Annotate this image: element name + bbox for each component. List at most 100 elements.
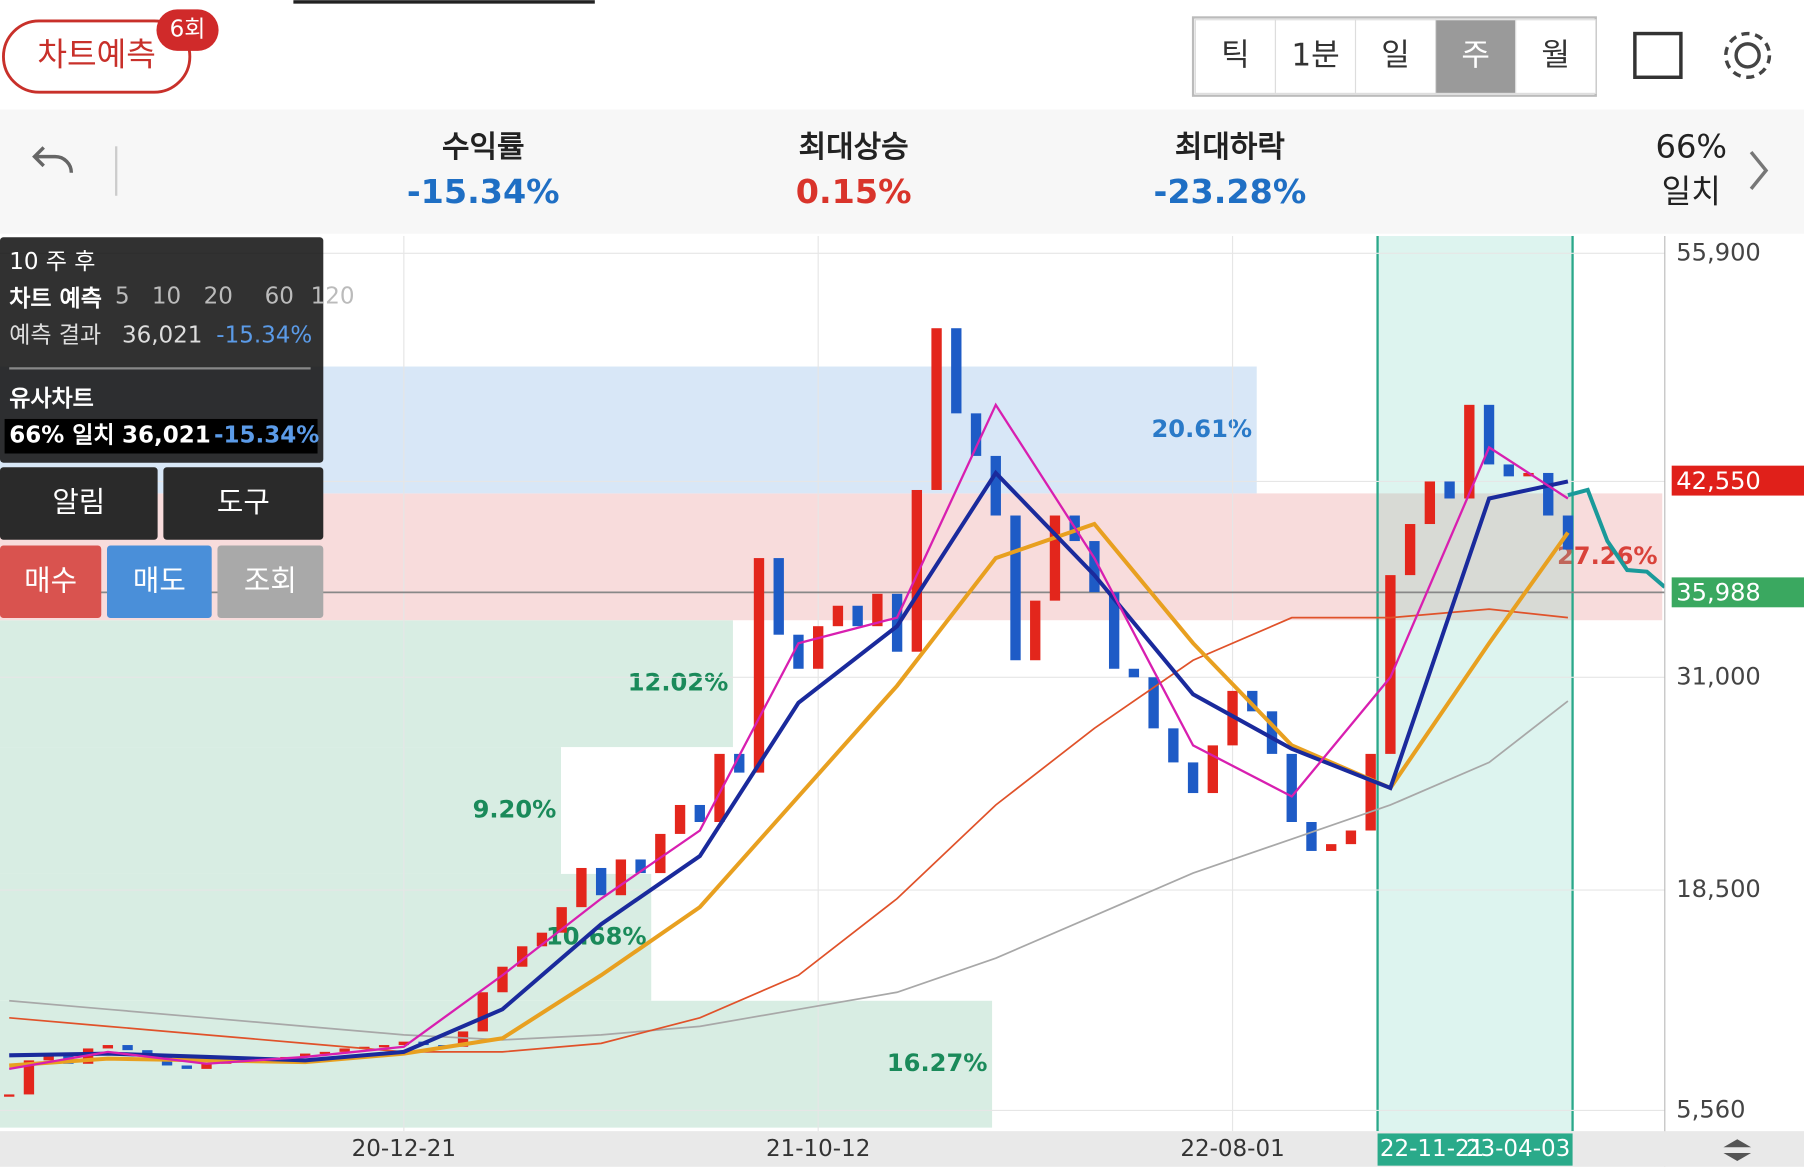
zone-bar (0, 620, 733, 748)
candle (655, 833, 666, 874)
next-icon[interactable] (1749, 150, 1769, 190)
overlay-text: 유사차트 (9, 386, 94, 412)
period-button[interactable] (1194, 19, 1277, 94)
candle (1404, 524, 1416, 576)
price-tag (1671, 465, 1804, 496)
x-tick-label: 21-10-12 (766, 1136, 870, 1162)
tab-indicator (293, 0, 595, 4)
period-label: 일 (1381, 38, 1410, 74)
scroll-icon[interactable] (1723, 1139, 1752, 1162)
overlay-text: -15.34% (216, 323, 312, 349)
candle (1424, 481, 1436, 525)
zone-label: 9.20% (473, 796, 557, 824)
candle (1168, 728, 1179, 763)
period-button[interactable] (1274, 19, 1357, 94)
candle (793, 634, 804, 669)
prediction-line (1567, 487, 1667, 589)
price-tag-label: 42,550 (1676, 467, 1761, 495)
back-icon[interactable] (32, 146, 74, 173)
candle (1247, 690, 1258, 712)
zone-label: 12.02% (628, 669, 729, 697)
zone-bar (0, 747, 561, 874)
candle (1503, 464, 1514, 477)
candle (1365, 753, 1376, 831)
settings-icon[interactable] (1724, 31, 1772, 80)
candle (872, 593, 883, 627)
x-tick-label: 22-11-21 (1380, 1136, 1484, 1162)
candle (4, 1094, 15, 1097)
overlay-text: 조회 (244, 563, 297, 597)
stat-value: -15.34% (407, 172, 560, 211)
candle (1326, 844, 1337, 851)
period-button[interactable] (1354, 19, 1437, 94)
axis-bg (1664, 236, 1804, 1132)
x-tick-label: 22-08-01 (1180, 1136, 1284, 1162)
candle (122, 1045, 133, 1051)
candle (1128, 668, 1140, 678)
stat-label: 최대하락 (1175, 130, 1285, 165)
candle (1523, 472, 1534, 477)
overlay-text: 20 (204, 284, 233, 310)
price-tag-label: 35,988 (1676, 578, 1761, 606)
candle (1444, 481, 1455, 499)
fullscreen-icon[interactable] (1633, 31, 1683, 80)
candle (299, 1053, 311, 1057)
badge-text: 6회 (170, 17, 206, 43)
candle (1187, 762, 1199, 794)
candle (852, 605, 863, 627)
zone-bar (0, 1000, 993, 1128)
stat-value: 0.15% (796, 172, 912, 211)
action-button[interactable] (0, 545, 102, 619)
y-tick-label: 31,000 (1676, 662, 1761, 690)
candle (201, 1063, 212, 1069)
candle (615, 859, 627, 896)
candle (536, 932, 548, 947)
period-button[interactable] (1515, 19, 1597, 94)
y-tick-label: 5,560 (1676, 1095, 1745, 1123)
candle (1483, 404, 1495, 465)
match-value: 66% (1655, 128, 1727, 166)
zone-label: 16.27% (887, 1049, 988, 1077)
candle (556, 907, 567, 933)
candle (319, 1051, 331, 1055)
candle (576, 867, 587, 908)
candle (1345, 830, 1357, 845)
predict-button[interactable] (2, 19, 192, 94)
overlay-text: 알림 (52, 485, 105, 519)
action-button[interactable] (106, 545, 212, 619)
candle (23, 1060, 35, 1095)
overlay-text: 매수 (24, 563, 77, 597)
candle (951, 328, 962, 414)
candle (102, 1045, 114, 1049)
overlay-text: 도구 (217, 485, 270, 519)
price-tag (1671, 577, 1804, 608)
candle (1385, 575, 1396, 754)
period-label: 1분 (1291, 38, 1339, 74)
overlay-text: -15.34% (214, 423, 319, 449)
candle (43, 1055, 54, 1061)
overlay-text: 10 주 후 (9, 249, 95, 275)
period-button[interactable] (1435, 19, 1517, 94)
action-button[interactable] (217, 545, 324, 619)
moving-average (9, 700, 1569, 1041)
candle (1266, 711, 1278, 754)
zone-label: 27.26% (1557, 542, 1658, 570)
candle (674, 804, 686, 834)
candle (1010, 515, 1021, 661)
period-date-bg (1377, 1133, 1573, 1166)
overlay-text: 66% 일치 (9, 423, 114, 449)
overlay-text: 10 (152, 284, 181, 310)
x-tick-label: 23-04-03 (1466, 1136, 1570, 1162)
moving-average (9, 608, 1569, 1053)
overlay-text: 예측 결과 (9, 323, 101, 349)
candle (1148, 677, 1159, 729)
similar-row (4, 418, 318, 454)
overlay-text: 차트 예측 (9, 286, 102, 312)
action-button[interactable] (0, 467, 158, 540)
moving-average (9, 402, 1569, 1071)
period-label: 틱 (1221, 38, 1250, 74)
action-button[interactable] (163, 467, 324, 540)
candle (813, 626, 824, 669)
overlay-text: 매도 (133, 563, 186, 597)
